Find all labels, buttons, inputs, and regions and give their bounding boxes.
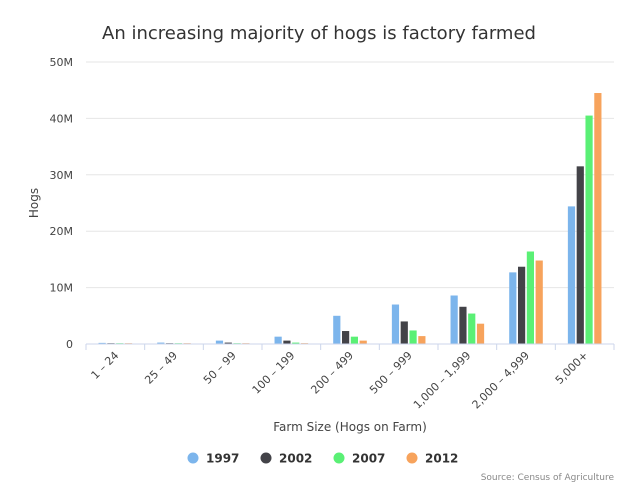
x-tick-label: 200 – 499 [308, 349, 356, 397]
bar-1997-2 [215, 340, 224, 344]
legend-marker [187, 452, 199, 464]
y-tick-label: 30M [50, 169, 74, 182]
source-note: Source: Census of Agriculture [481, 473, 615, 483]
bar-2007-8 [585, 115, 593, 344]
gridlines [86, 61, 614, 289]
x-tick-label: 100 – 199 [250, 349, 298, 397]
bar-1997-5 [391, 304, 400, 344]
x-axis-title: Farm Size (Hogs on Farm) [273, 420, 427, 434]
bar-1997-4 [333, 315, 341, 344]
bar-2007-7 [526, 251, 534, 344]
y-axis-title: Hogs [27, 188, 41, 218]
bar-2007-3 [292, 342, 300, 344]
chart-title: An increasing majority of hogs is factor… [102, 23, 536, 44]
x-axis: 1 – 24 25 – 49 50 – 99 100 – 199 200 – 499 50… [85, 343, 615, 412]
bar-1997-1 [157, 342, 165, 344]
bar-2012-6 [476, 323, 485, 344]
y-tick-label: 50M [50, 56, 74, 69]
bar-2002-6 [459, 306, 467, 344]
x-tick-label: 1,000 – 1,999 [411, 349, 474, 412]
legend-label: 1997 [206, 452, 239, 466]
y-tick-label: 20M [50, 225, 74, 238]
bar-2012-8 [594, 93, 602, 345]
bar-2002-4 [342, 331, 350, 344]
bar-1997-7 [509, 272, 517, 344]
y-axis-ticks: 0 10M 20M 30M 40M 50M [50, 56, 74, 351]
legend-marker [260, 452, 272, 464]
bar-1997-6 [450, 295, 458, 344]
bars [98, 93, 602, 345]
legend-marker [333, 452, 345, 464]
bar-2012-4 [359, 340, 367, 344]
bar-2007-6 [468, 313, 476, 344]
bar-2002-7 [518, 266, 526, 344]
legend-marker [406, 452, 418, 464]
bar-2002-3 [283, 340, 291, 344]
bar-2002-2 [224, 342, 232, 344]
bar-2007-4 [350, 336, 358, 344]
bar-2012-5 [418, 336, 426, 344]
legend-label: 2012 [425, 452, 458, 466]
bar-2002-8 [576, 166, 584, 344]
bar-2002-5 [400, 321, 408, 344]
bar-1997-0 [98, 342, 106, 344]
x-tick-label: 2,000 – 4,999 [470, 349, 533, 412]
y-tick-label: 0 [66, 338, 73, 351]
legend-label: 2007 [352, 452, 385, 466]
y-tick-label: 10M [50, 282, 74, 295]
bar-1997-8 [567, 206, 576, 344]
legend: 1997 2002 2007 2012 [187, 452, 458, 466]
y-tick-label: 40M [50, 112, 74, 125]
x-tick-label: 500 – 999 [367, 349, 415, 397]
bar-2012-7 [535, 260, 543, 344]
bar-2007-5 [409, 330, 417, 344]
x-tick-label: 50 – 99 [201, 349, 239, 387]
legend-label: 2002 [279, 452, 312, 466]
x-tick-label: 25 – 49 [142, 349, 180, 387]
x-tick-label: 5,000+ [553, 349, 591, 387]
bar-1997-3 [274, 336, 282, 344]
x-tick-label: 1 – 24 [89, 349, 122, 382]
